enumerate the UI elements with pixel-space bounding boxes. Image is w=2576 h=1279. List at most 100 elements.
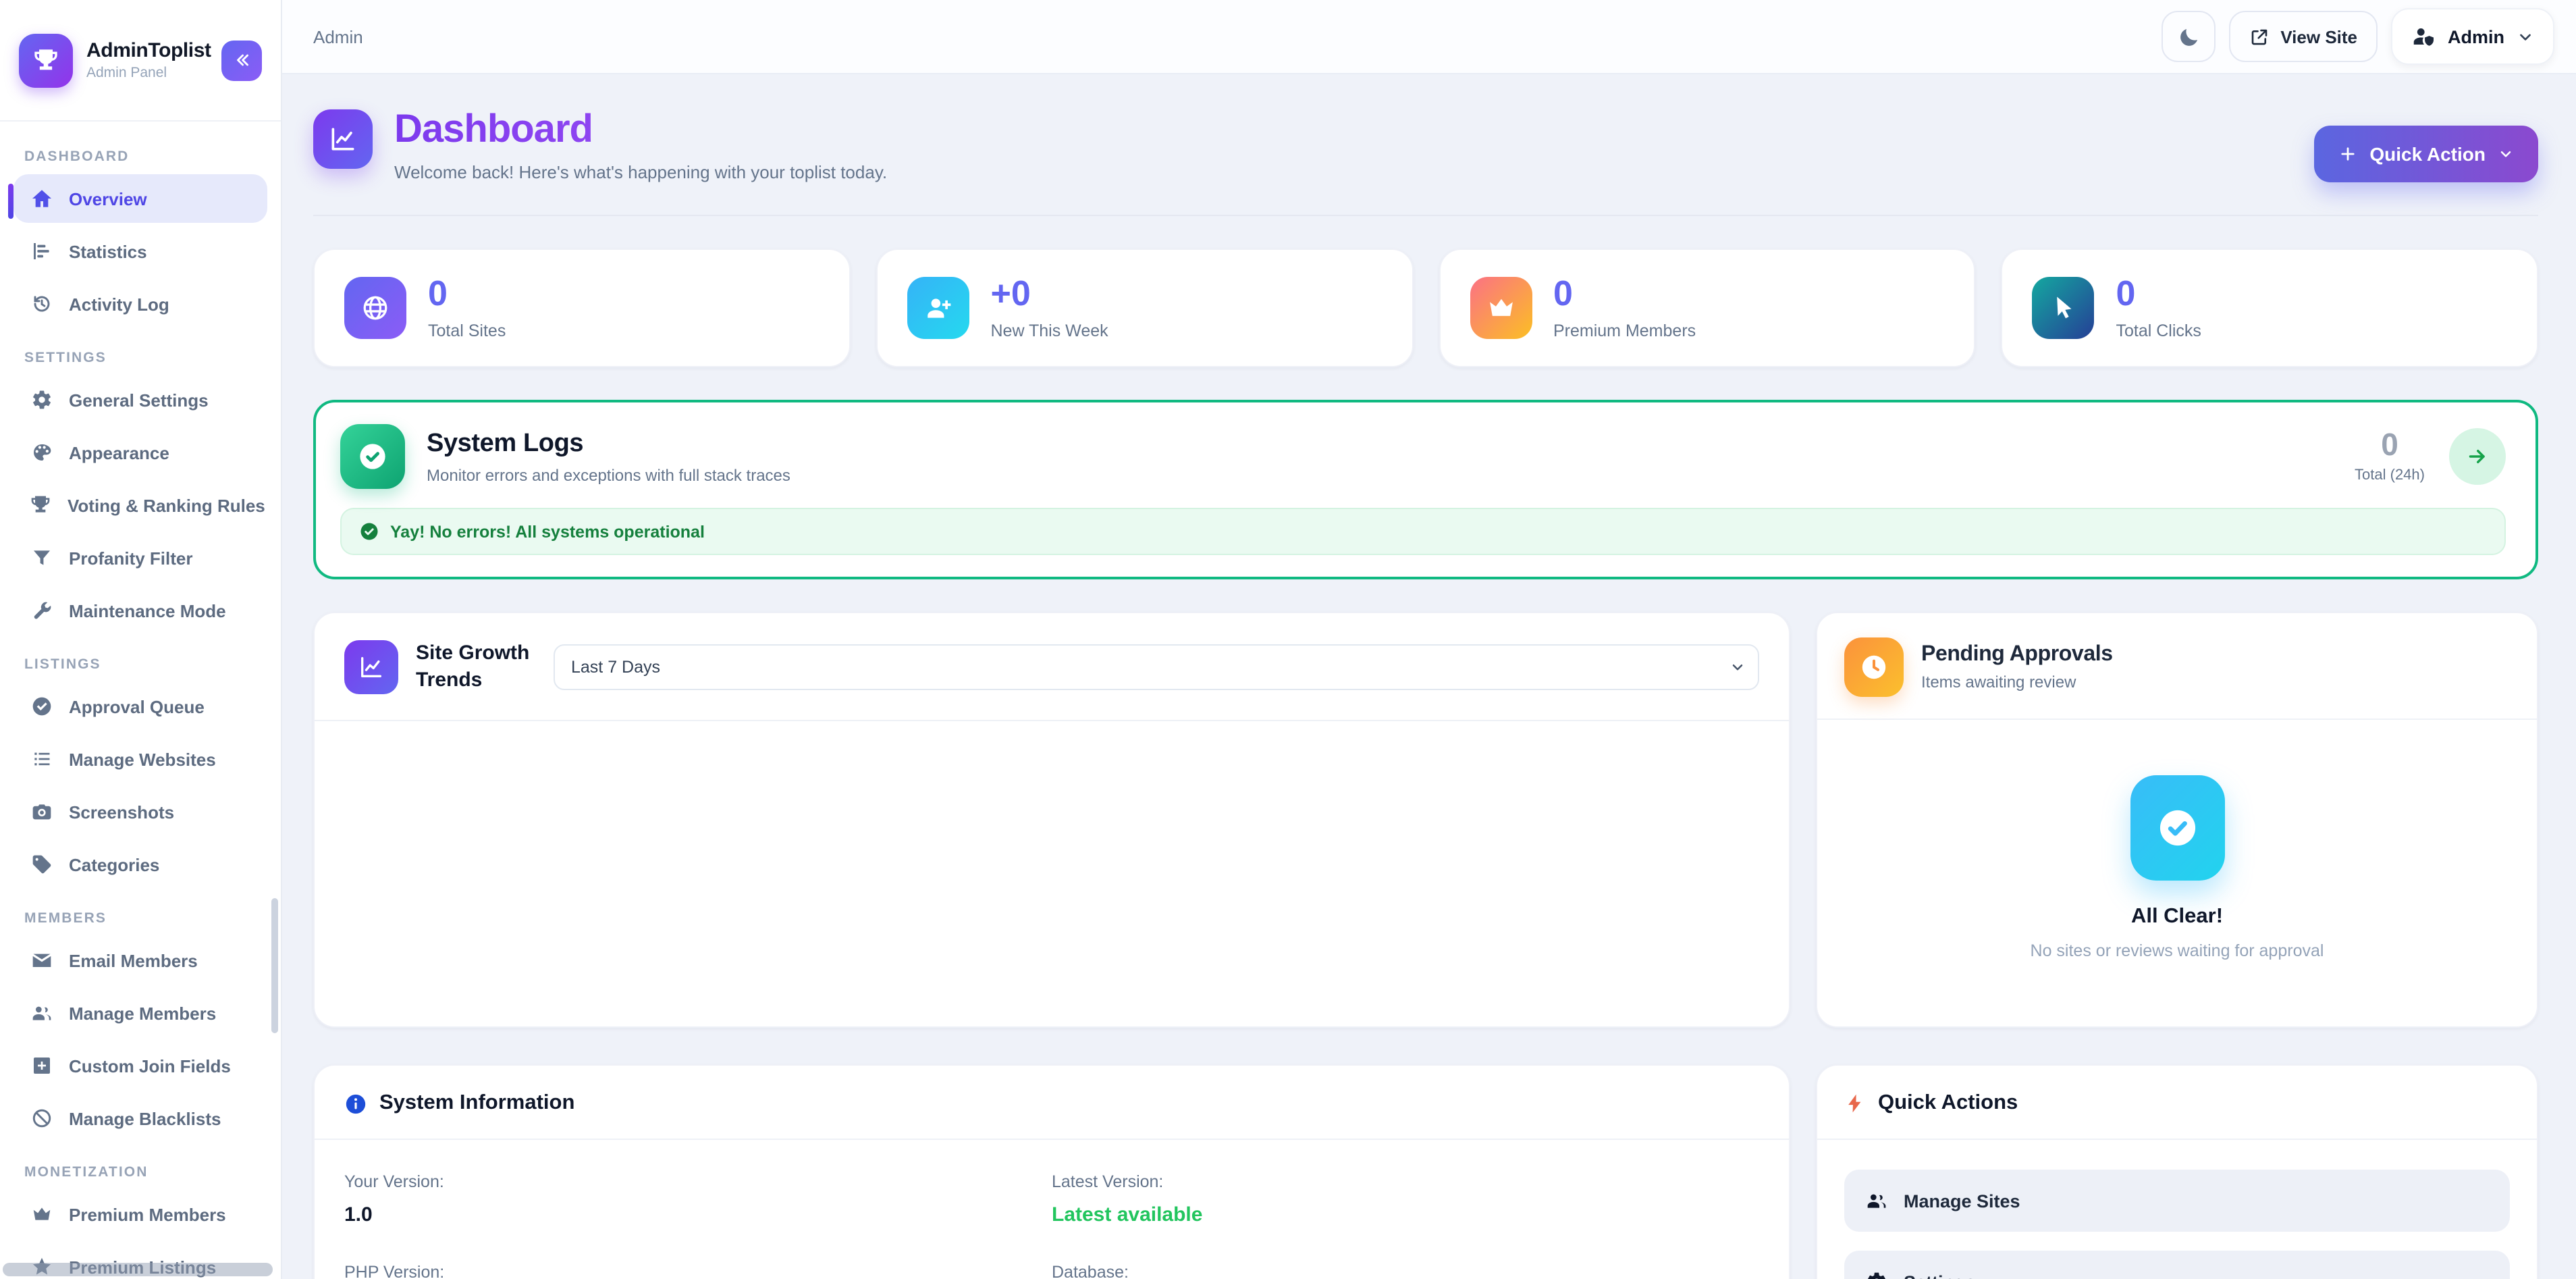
date-range-select[interactable]: Last 7 Days [554,644,1759,691]
sidebar-item-screenshots[interactable]: Screenshots [14,787,267,836]
sidebar-item-label: Manage Blacklists [69,1108,221,1128]
mouse-pointer-icon [2032,277,2095,339]
sidebar-vertical-scrollbar[interactable] [271,898,278,1033]
sidebar-item-categories[interactable]: Categories [14,840,267,889]
nav-section-monetization: MONETIZATION [24,1164,149,1180]
sidebar-item-profanity-filter[interactable]: Profanity Filter [14,533,267,582]
sidebar-item-label: Overview [69,188,147,209]
stat-label: New This Week [990,321,1108,340]
sidebar-item-label: Voting & Ranking Rules [68,495,265,515]
double-chevron-left-icon [236,54,248,66]
system-information-title: System Information [379,1091,575,1114]
chart-line-icon [331,128,354,151]
quick-action-item-label: Manage Sites [1904,1191,2020,1211]
chart-bar-icon [30,240,53,262]
active-indicator [8,184,14,219]
field-label: Database: [1052,1263,1129,1279]
user-menu-button[interactable]: Admin [2391,8,2554,65]
sidebar-item-label: Maintenance Mode [69,600,226,621]
sidebar-item-label: Profanity Filter [69,548,193,568]
stat-value: 0 [2116,273,2136,313]
range-select-wrap: Last 7 Days [554,644,1759,691]
stat-card-premium-members: 0 Premium Members [1439,249,1976,367]
arrow-right-icon [2469,450,2485,463]
stat-card-total-clicks: 0 Total Clicks [2001,249,2538,367]
sidebar-item-statistics[interactable]: Statistics [14,227,267,276]
external-link-icon [2252,28,2268,45]
page-header: Dashboard Welcome back! Here's what's ha… [313,108,2538,216]
all-clear-subtitle: No sites or reviews waiting for approval [2030,941,2324,960]
sidebar-item-label: General Settings [69,390,209,410]
sidebar-item-manage-members[interactable]: Manage Members [14,989,267,1037]
nav-section-dashboard: DASHBOARD [24,149,130,165]
sidebar-item-maintenance-mode[interactable]: Maintenance Mode [14,586,267,635]
sidebar-horizontal-scrollbar[interactable] [3,1263,273,1276]
quick-actions-header: Quick Actions [1817,1066,2537,1140]
sidebar-item-label: Activity Log [69,294,169,314]
nav-section-settings: SETTINGS [24,350,107,366]
sidebar-item-label: Custom Join Fields [69,1055,231,1076]
sidebar-item-label: Screenshots [69,802,175,822]
site-growth-chart-area [315,721,1789,1026]
quick-action-dropdown-button[interactable]: Quick Action [2314,126,2538,182]
envelope-icon [30,949,53,971]
sidebar-collapse-button[interactable] [221,40,262,80]
topbar-actions: View Site Admin [2162,8,2554,65]
all-clear-title: All Clear! [2130,905,2224,928]
field-value: 1.0 [344,1203,373,1226]
manage-sites-button[interactable]: Manage Sites [1844,1170,2510,1232]
app-logo [19,33,73,87]
settings-button[interactable]: Settings [1844,1251,2510,1279]
sidebar-item-overview[interactable]: Overview [8,174,267,223]
sidebar-item-manage-websites[interactable]: Manage Websites [14,735,267,783]
user-plus-icon [907,277,969,339]
sidebar-item-premium-members[interactable]: Premium Members [14,1190,267,1238]
system-logs-subtitle: Monitor errors and exceptions with full … [427,465,790,484]
trophy-icon [34,49,57,70]
system-information-card: System Information Your Version: 1.0 Lat… [313,1064,1790,1279]
system-logs-title: System Logs [427,429,584,457]
stat-text: 0 Total Clicks [2116,276,2201,340]
stat-text: 0 Premium Members [1553,276,1696,340]
quick-actions-card: Quick Actions Manage Sites Settings [1816,1064,2538,1279]
moon-icon [2180,28,2197,45]
topbar: Admin View Site Admin [281,0,2576,74]
sidebar: AdminToplist Admin Panel DASHBOARD Overv… [0,0,282,1279]
trophy-icon [30,494,51,516]
sidebar-item-appearance[interactable]: Appearance [14,428,267,477]
check-badge-icon [340,424,405,489]
sidebar-item-label: Categories [69,854,160,875]
main-content: Dashboard Welcome back! Here's what's ha… [281,74,2576,1279]
dark-mode-toggle[interactable] [2162,11,2216,62]
check-circle-icon [360,522,379,541]
dashboard-icon-badge [313,109,373,169]
chevron-down-icon [2520,33,2531,40]
stat-value: 0 [1553,273,1573,313]
pending-approvals-header: Pending Approvals Items awaiting review [1817,613,2537,720]
view-site-button[interactable]: View Site [2229,11,2378,62]
sidebar-item-email-members[interactable]: Email Members [14,936,267,985]
sidebar-item-approval-queue[interactable]: Approval Queue [14,682,267,731]
sidebar-item-manage-blacklists[interactable]: Manage Blacklists [14,1094,267,1143]
system-logs-open-button[interactable] [2449,428,2506,485]
palette-icon [30,442,53,463]
page-subtitle: Welcome back! Here's what's happening wi… [394,161,888,182]
field-value: Latest available [1052,1203,1203,1226]
gear-icon [1868,1272,1885,1279]
chart-area-icon [344,640,398,695]
sidebar-item-general-settings[interactable]: General Settings [14,375,267,424]
system-information-header: System Information [315,1066,1789,1140]
sidebar-nav: DASHBOARD Overview Statistics Activity L… [0,122,281,1279]
users-icon [30,1002,53,1024]
sidebar-item-activity-log[interactable]: Activity Log [14,280,267,328]
users-icon [1867,1194,1886,1208]
site-growth-header: Site Growth Trends Last 7 Days [315,613,1789,721]
crown-icon [30,1203,53,1225]
sidebar-item-voting-ranking-rules[interactable]: Voting & Ranking Rules [14,481,267,529]
stat-value: 0 [428,273,448,313]
system-logs-status-message: Yay! No errors! All systems operational [390,522,705,541]
sidebar-item-custom-join-fields[interactable]: Custom Join Fields [14,1041,267,1090]
stat-label: Total Sites [428,321,506,340]
nav-section-listings: LISTINGS [24,656,101,673]
gear-icon [30,389,53,411]
